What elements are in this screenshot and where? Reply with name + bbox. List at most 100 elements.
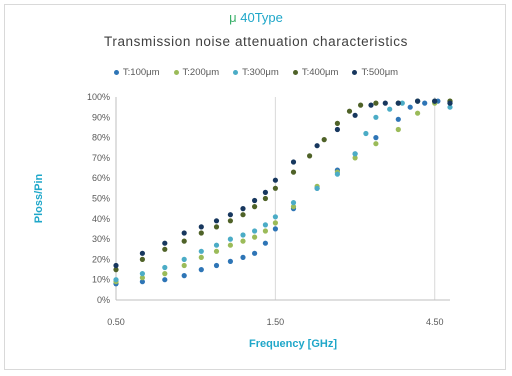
legend-marker bbox=[352, 70, 358, 75]
legend-item: T:300μm bbox=[233, 67, 279, 78]
series-1-point bbox=[407, 104, 413, 110]
series-4-point bbox=[262, 195, 268, 202]
series-5-point bbox=[334, 126, 340, 133]
series-1-point bbox=[262, 240, 268, 246]
legend-label: T:200μm bbox=[182, 67, 220, 78]
legend-marker bbox=[173, 70, 179, 75]
series-4-point bbox=[240, 212, 246, 218]
series-2-point bbox=[181, 262, 187, 269]
series-5-point bbox=[290, 159, 297, 165]
series-1-point bbox=[272, 226, 278, 232]
series-3-point bbox=[240, 232, 246, 238]
chart-title: Transmission noise attenuation character… bbox=[104, 34, 408, 49]
series-5-point bbox=[368, 102, 374, 108]
y-tick-label: 50% bbox=[92, 194, 110, 204]
mu-symbol: μ bbox=[229, 10, 237, 25]
series-4-point bbox=[213, 224, 220, 230]
series-5-point bbox=[139, 250, 145, 256]
series-3-point bbox=[352, 151, 358, 157]
series-1-point bbox=[213, 262, 220, 269]
series-4-point bbox=[227, 218, 233, 224]
x-tick-label: 0.50 bbox=[107, 317, 125, 327]
series-1-point bbox=[198, 267, 204, 273]
series-1-point bbox=[162, 277, 168, 283]
series-1-point bbox=[395, 116, 401, 122]
series-5-point bbox=[395, 100, 401, 106]
series-3-point bbox=[139, 271, 145, 277]
series-2-point bbox=[139, 275, 145, 281]
series-4-point bbox=[252, 204, 258, 210]
series-3-point bbox=[399, 100, 405, 106]
x-tick-label: 4.50 bbox=[426, 317, 444, 327]
series-5-point bbox=[252, 197, 258, 204]
series-5-point bbox=[314, 143, 320, 149]
series-3-point bbox=[227, 236, 233, 242]
series-2-point bbox=[227, 242, 233, 248]
series-2-point bbox=[395, 126, 401, 133]
y-tick-label: 100% bbox=[87, 92, 110, 102]
series-4-point bbox=[272, 185, 278, 191]
legend-label: T:400μm bbox=[301, 67, 339, 78]
series-2-point bbox=[415, 110, 421, 116]
y-axis-title: Ploss/Pin bbox=[33, 173, 45, 223]
series-4-point bbox=[198, 230, 204, 236]
y-tick-label: 30% bbox=[92, 234, 110, 244]
series-5-point bbox=[162, 240, 168, 246]
series-2-point bbox=[373, 141, 379, 147]
series-2-point bbox=[198, 254, 204, 260]
chart-frame bbox=[4, 4, 506, 370]
series-3-point bbox=[334, 171, 340, 177]
series-4-point bbox=[358, 102, 364, 108]
series-5-point bbox=[432, 98, 438, 104]
series-4-point bbox=[334, 120, 340, 126]
series-4-point bbox=[307, 153, 313, 159]
series-4-point bbox=[290, 169, 297, 175]
series-5-point bbox=[272, 177, 278, 183]
series-1-point bbox=[252, 250, 258, 256]
legend-marker bbox=[292, 70, 298, 75]
series-5-point bbox=[113, 262, 119, 269]
series-4-point bbox=[346, 108, 353, 114]
series-5-point bbox=[181, 230, 187, 236]
y-tick-label: 10% bbox=[92, 275, 110, 285]
series-5-point bbox=[227, 212, 233, 218]
series-2-point bbox=[252, 234, 258, 240]
x-tick-label: 1.50 bbox=[267, 317, 285, 327]
x-axis-title: Frequency [GHz] bbox=[249, 338, 337, 350]
series-2-point bbox=[262, 228, 268, 234]
series-3-point bbox=[290, 200, 297, 206]
chart-legend: T:100μm T:200μm T:300μm T:400μm T:500μm bbox=[0, 67, 512, 78]
y-tick-label: 40% bbox=[92, 214, 110, 224]
series-3-point bbox=[181, 256, 187, 262]
legend-marker bbox=[233, 70, 239, 75]
series-5-point bbox=[415, 98, 421, 104]
series-5-point bbox=[447, 100, 453, 106]
y-tick-label: 90% bbox=[92, 112, 110, 122]
series-1-point bbox=[139, 279, 145, 285]
series-2-point bbox=[213, 248, 220, 254]
series-3-point bbox=[387, 106, 393, 112]
legend-item: T:500μm bbox=[352, 67, 398, 78]
series-3-point bbox=[252, 228, 258, 234]
type-label: 40Type bbox=[240, 10, 283, 25]
series-2-point bbox=[240, 238, 246, 244]
legend-item: T:200μm bbox=[173, 67, 220, 78]
series-3-point bbox=[363, 130, 369, 137]
series-5-point bbox=[240, 206, 246, 212]
series-3-point bbox=[162, 264, 168, 271]
legend-label: T:100μm bbox=[122, 67, 160, 78]
series-4-point bbox=[139, 256, 145, 262]
series-3-point bbox=[314, 185, 320, 191]
series-5-point bbox=[262, 189, 268, 195]
legend-item: T:100μm bbox=[113, 67, 160, 78]
series-1-point bbox=[227, 258, 233, 264]
series-4-point bbox=[181, 238, 187, 244]
series-3-point bbox=[373, 114, 379, 120]
series-1-point bbox=[240, 254, 246, 260]
series-4-point bbox=[373, 100, 379, 106]
series-3-point bbox=[262, 222, 268, 228]
series-2-point bbox=[290, 204, 297, 210]
legend-item: T:400μm bbox=[292, 67, 339, 78]
series-3-point bbox=[198, 248, 204, 254]
